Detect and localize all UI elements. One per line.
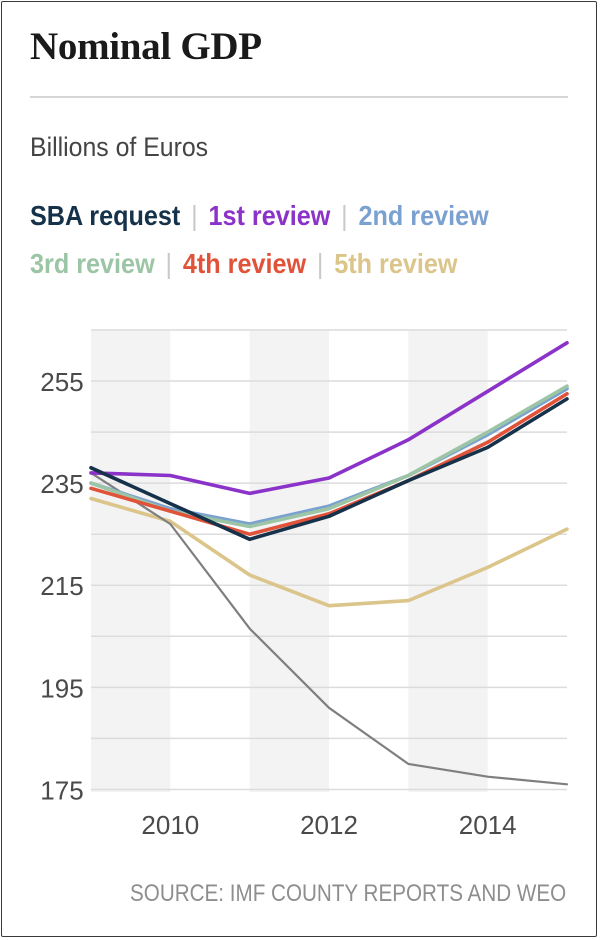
series-line-5th (89, 496, 569, 608)
x-tick-label: 2014 (459, 810, 517, 840)
chart-subtitle: Billions of Euros (30, 132, 209, 162)
x-tick-label: 2010 (141, 810, 199, 840)
legend-sba-request: SBA request (30, 200, 181, 231)
y-tick-label: 215 (40, 571, 83, 601)
series-line-actual (89, 471, 569, 786)
legend-row-2: 3rd review | 4th review | 5th review (30, 248, 458, 280)
legend-separator: | (316, 248, 324, 279)
chart-title: Nominal GDP (30, 25, 262, 68)
legend-5th-review: 5th review (334, 248, 458, 279)
y-tick-label: 175 (40, 775, 83, 805)
y-tick-label: 255 (40, 367, 83, 397)
source-note: SOURCE: IMF COUNTY REPORTS AND WEO (129, 880, 566, 907)
legend-separator: | (165, 248, 173, 279)
year-band (91, 330, 171, 792)
series-line-1st (89, 340, 569, 496)
legend-3rd-review: 3rd review (30, 248, 155, 279)
series-line-4th (89, 392, 569, 536)
line-chart: 175 195 215 235 255 2010 2012 2014 (40, 329, 569, 840)
series-line-2nd (89, 386, 569, 526)
year-band (249, 330, 329, 792)
legend-4th-review: 4th review (182, 248, 307, 279)
y-tick-label: 235 (40, 469, 83, 499)
legend-separator: | (341, 200, 348, 231)
legend-1st-review: 1st review (208, 200, 331, 231)
legend-2nd-review: 2nd review (358, 200, 489, 231)
year-band (408, 330, 488, 792)
legend-separator: | (191, 200, 198, 231)
series-line-sba (89, 397, 569, 542)
legend-row-1: SBA request | 1st review | 2nd review (30, 200, 489, 232)
y-tick-label: 195 (40, 673, 83, 703)
title-divider (30, 96, 568, 98)
x-tick-label: 2012 (300, 810, 358, 840)
